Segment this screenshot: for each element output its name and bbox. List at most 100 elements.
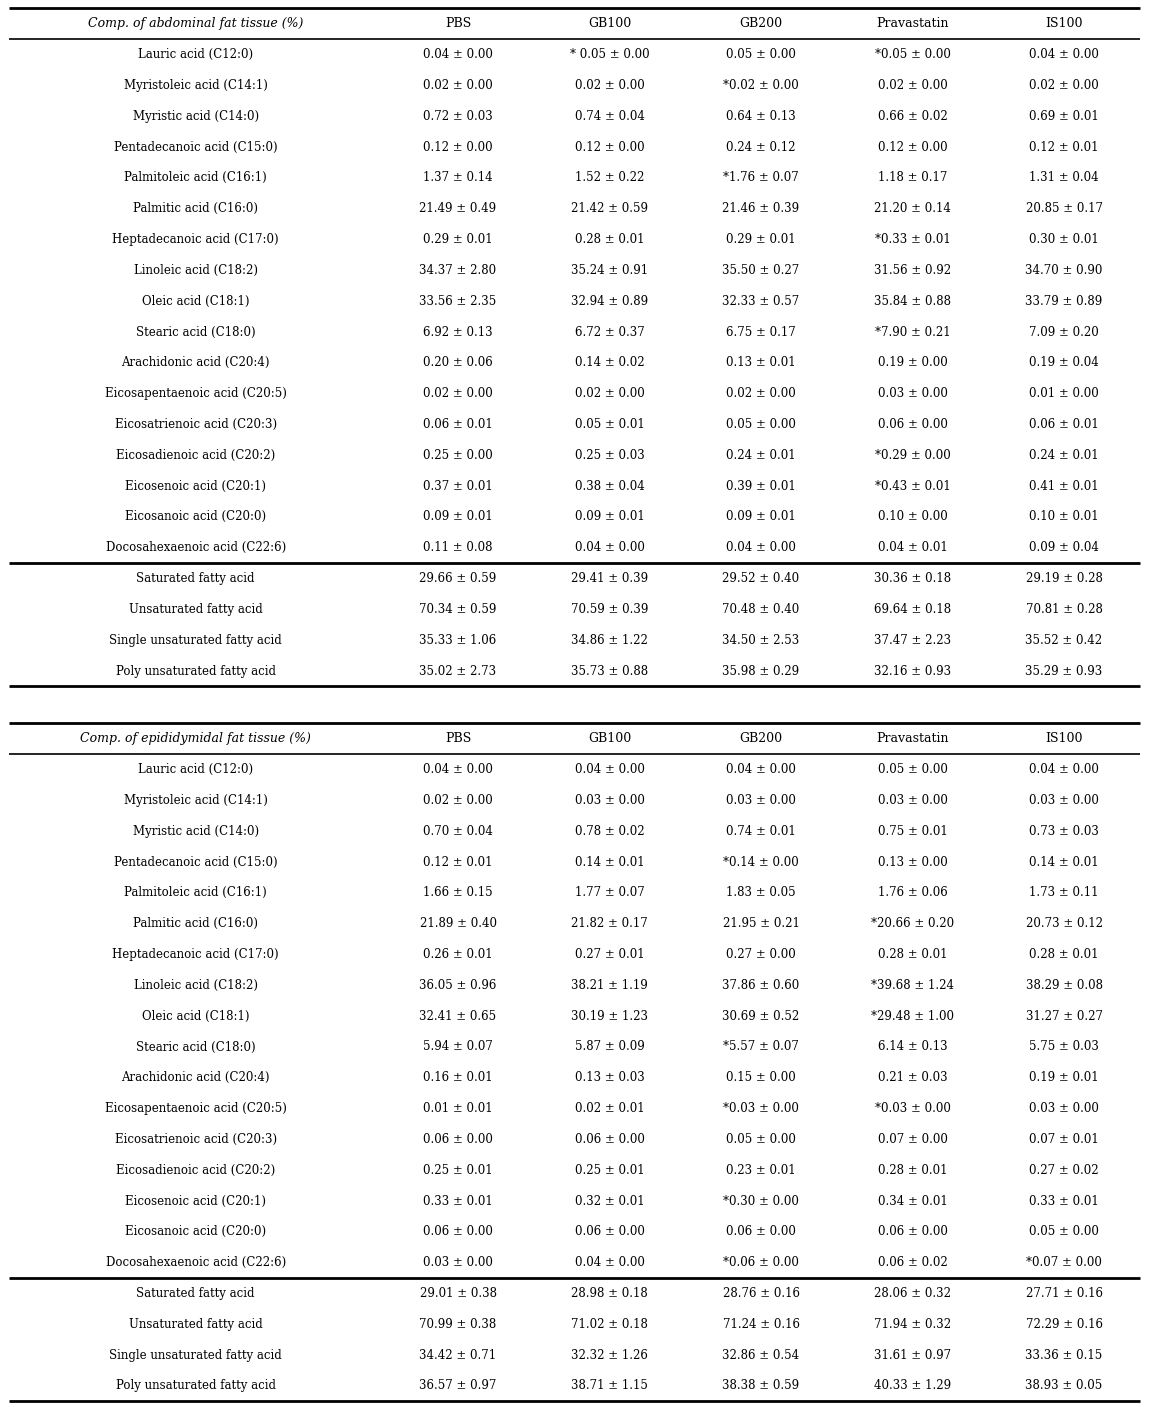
Bar: [9, 532, 1140, 563]
Text: 29.41 ± 0.39: 29.41 ± 0.39: [571, 573, 648, 585]
Bar: [9, 471, 1140, 501]
Text: 0.19 ± 0.01: 0.19 ± 0.01: [1030, 1071, 1098, 1085]
Text: Docosahexaenoic acid (C22:6): Docosahexaenoic acid (C22:6): [106, 1256, 286, 1269]
Text: 0.13 ± 0.03: 0.13 ± 0.03: [574, 1071, 645, 1085]
Text: 35.73 ± 0.88: 35.73 ± 0.88: [571, 664, 648, 678]
Bar: [9, 378, 1140, 409]
Text: 0.04 ± 0.00: 0.04 ± 0.00: [726, 763, 796, 777]
Text: 0.33 ± 0.01: 0.33 ± 0.01: [1030, 1195, 1098, 1207]
Text: 0.04 ± 0.00: 0.04 ± 0.00: [574, 1256, 645, 1269]
Text: 0.69 ± 0.01: 0.69 ± 0.01: [1030, 110, 1098, 122]
Text: 29.19 ± 0.28: 29.19 ± 0.28: [1026, 573, 1103, 585]
Text: 0.78 ± 0.02: 0.78 ± 0.02: [574, 825, 645, 837]
Text: 0.06 ± 0.01: 0.06 ± 0.01: [1030, 418, 1098, 431]
Text: 0.24 ± 0.01: 0.24 ± 0.01: [726, 449, 796, 461]
Text: Comp. of abdominal fat tissue (%): Comp. of abdominal fat tissue (%): [88, 17, 303, 31]
Text: 0.02 ± 0.00: 0.02 ± 0.00: [1030, 79, 1098, 91]
Text: Myristoleic acid (C14:1): Myristoleic acid (C14:1): [124, 79, 268, 91]
Text: 34.37 ± 2.80: 34.37 ± 2.80: [419, 265, 496, 277]
Text: 0.05 ± 0.00: 0.05 ± 0.00: [1030, 1225, 1098, 1238]
Text: Eicosadienoic acid (C20:2): Eicosadienoic acid (C20:2): [116, 449, 276, 461]
Text: 0.07 ± 0.01: 0.07 ± 0.01: [1030, 1133, 1098, 1145]
Text: 0.09 ± 0.01: 0.09 ± 0.01: [574, 511, 645, 523]
Text: 0.09 ± 0.01: 0.09 ± 0.01: [423, 511, 493, 523]
Text: 0.02 ± 0.00: 0.02 ± 0.00: [423, 79, 493, 91]
Text: Pravastatin: Pravastatin: [877, 732, 949, 746]
Text: 38.29 ± 0.08: 38.29 ± 0.08: [1026, 979, 1103, 992]
Text: 0.06 ± 0.00: 0.06 ± 0.00: [423, 1225, 493, 1238]
Bar: [9, 1000, 1140, 1031]
Text: Eicosanoic acid (C20:0): Eicosanoic acid (C20:0): [125, 1225, 267, 1238]
Text: 0.05 ± 0.01: 0.05 ± 0.01: [574, 418, 645, 431]
Text: Eicosatrienoic acid (C20:3): Eicosatrienoic acid (C20:3): [115, 1133, 277, 1145]
Text: 34.86 ± 1.22: 34.86 ± 1.22: [571, 633, 648, 647]
Text: 0.24 ± 0.01: 0.24 ± 0.01: [1030, 449, 1098, 461]
Text: 6.14 ± 0.13: 6.14 ± 0.13: [878, 1040, 948, 1054]
Bar: [9, 1217, 1140, 1247]
Text: 0.10 ± 0.01: 0.10 ± 0.01: [1030, 511, 1098, 523]
Text: Myristic acid (C14:0): Myristic acid (C14:0): [132, 825, 259, 837]
Text: 0.16 ± 0.01: 0.16 ± 0.01: [423, 1071, 493, 1085]
Bar: [9, 1124, 1140, 1155]
Text: 0.19 ± 0.04: 0.19 ± 0.04: [1030, 356, 1098, 370]
Text: GB200: GB200: [740, 732, 782, 746]
Text: 0.03 ± 0.00: 0.03 ± 0.00: [878, 387, 948, 400]
Text: 0.09 ± 0.01: 0.09 ± 0.01: [726, 511, 796, 523]
Text: 35.02 ± 2.73: 35.02 ± 2.73: [419, 664, 496, 678]
Text: *0.33 ± 0.01: *0.33 ± 0.01: [874, 234, 950, 246]
Text: 21.89 ± 0.40: 21.89 ± 0.40: [419, 917, 496, 930]
Text: Pravastatin: Pravastatin: [877, 17, 949, 31]
Bar: [9, 723, 1140, 754]
Text: 0.33 ± 0.01: 0.33 ± 0.01: [423, 1195, 493, 1207]
Text: 0.06 ± 0.00: 0.06 ± 0.00: [726, 1225, 796, 1238]
Text: 0.20 ± 0.06: 0.20 ± 0.06: [423, 356, 493, 370]
Bar: [9, 594, 1140, 625]
Text: Pentadecanoic acid (C15:0): Pentadecanoic acid (C15:0): [114, 855, 278, 868]
Text: 0.72 ± 0.03: 0.72 ± 0.03: [423, 110, 493, 122]
Text: 5.87 ± 0.09: 5.87 ± 0.09: [574, 1040, 645, 1054]
Text: Eicosatrienoic acid (C20:3): Eicosatrienoic acid (C20:3): [115, 418, 277, 431]
Bar: [9, 317, 1140, 348]
Text: Linoleic acid (C18:2): Linoleic acid (C18:2): [133, 265, 257, 277]
Text: 0.27 ± 0.00: 0.27 ± 0.00: [726, 948, 796, 961]
Bar: [9, 878, 1140, 909]
Bar: [9, 1309, 1140, 1339]
Text: 21.46 ± 0.39: 21.46 ± 0.39: [723, 203, 800, 215]
Text: Myristic acid (C14:0): Myristic acid (C14:0): [132, 110, 259, 122]
Text: 0.13 ± 0.00: 0.13 ± 0.00: [878, 855, 948, 868]
Text: *0.07 ± 0.00: *0.07 ± 0.00: [1026, 1256, 1102, 1269]
Text: Oleic acid (C18:1): Oleic acid (C18:1): [142, 294, 249, 308]
Text: 0.06 ± 0.00: 0.06 ± 0.00: [878, 1225, 948, 1238]
Text: 0.70 ± 0.04: 0.70 ± 0.04: [423, 825, 493, 837]
Text: 1.37 ± 0.14: 1.37 ± 0.14: [423, 172, 493, 184]
Bar: [9, 816, 1140, 847]
Text: *0.06 ± 0.00: *0.06 ± 0.00: [723, 1256, 799, 1269]
Bar: [9, 101, 1140, 132]
Text: 1.77 ± 0.07: 1.77 ± 0.07: [574, 886, 645, 899]
Text: 0.03 ± 0.00: 0.03 ± 0.00: [1030, 1102, 1098, 1116]
Text: 0.04 ± 0.00: 0.04 ± 0.00: [574, 542, 645, 554]
Text: 0.12 ± 0.00: 0.12 ± 0.00: [574, 141, 645, 153]
Text: 70.99 ± 0.38: 70.99 ± 0.38: [419, 1318, 496, 1331]
Text: 7.09 ± 0.20: 7.09 ± 0.20: [1030, 325, 1098, 339]
Text: 0.02 ± 0.00: 0.02 ± 0.00: [423, 794, 493, 808]
Text: 0.38 ± 0.04: 0.38 ± 0.04: [574, 480, 645, 492]
Bar: [9, 938, 1140, 969]
Text: 71.24 ± 0.16: 71.24 ± 0.16: [723, 1318, 800, 1331]
Text: 0.26 ± 0.01: 0.26 ± 0.01: [423, 948, 493, 961]
Text: 30.19 ± 1.23: 30.19 ± 1.23: [571, 1010, 648, 1023]
Bar: [9, 1155, 1140, 1186]
Text: Saturated fatty acid: Saturated fatty acid: [137, 573, 255, 585]
Text: 0.02 ± 0.00: 0.02 ± 0.00: [726, 387, 796, 400]
Bar: [9, 409, 1140, 440]
Text: 0.04 ± 0.00: 0.04 ± 0.00: [423, 48, 493, 61]
Text: 0.05 ± 0.00: 0.05 ± 0.00: [726, 48, 796, 61]
Text: Stearic acid (C18:0): Stearic acid (C18:0): [136, 1040, 255, 1054]
Text: 29.66 ± 0.59: 29.66 ± 0.59: [419, 573, 496, 585]
Text: Eicosanoic acid (C20:0): Eicosanoic acid (C20:0): [125, 511, 267, 523]
Text: 0.32 ± 0.01: 0.32 ± 0.01: [574, 1195, 645, 1207]
Text: 0.25 ± 0.01: 0.25 ± 0.01: [574, 1164, 645, 1176]
Text: 0.12 ± 0.01: 0.12 ± 0.01: [1030, 141, 1098, 153]
Text: 32.16 ± 0.93: 32.16 ± 0.93: [874, 664, 951, 678]
Text: 29.01 ± 0.38: 29.01 ± 0.38: [419, 1287, 496, 1300]
